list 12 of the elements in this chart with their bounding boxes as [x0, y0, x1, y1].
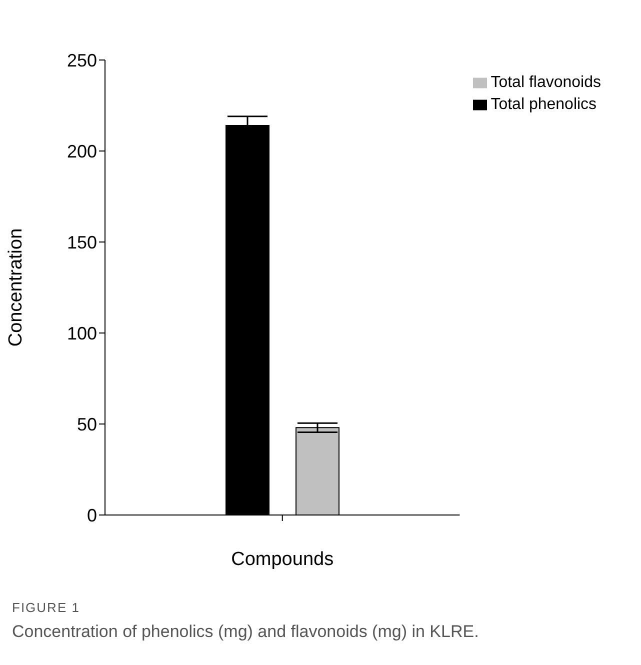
x-axis-title: Compounds: [231, 549, 334, 570]
y-tick-label: 200: [66, 141, 97, 162]
y-tick-label: 150: [66, 232, 97, 252]
text: Concentration of phenolics (mg) and flavonoids (mg) in KLRE.: [12, 622, 479, 642]
caption: FIGURE 1: [12, 600, 80, 615]
y-tick-label: 250: [66, 50, 97, 70]
y-tick-label: 100: [66, 323, 97, 344]
y-tick-label: 0: [86, 505, 97, 526]
legend-label: Total phenolics: [490, 96, 597, 113]
y-tick-label: 50: [76, 414, 97, 434]
legend-label: Total flavonoids: [490, 74, 601, 91]
y-axis-title: Concentration: [6, 228, 27, 347]
